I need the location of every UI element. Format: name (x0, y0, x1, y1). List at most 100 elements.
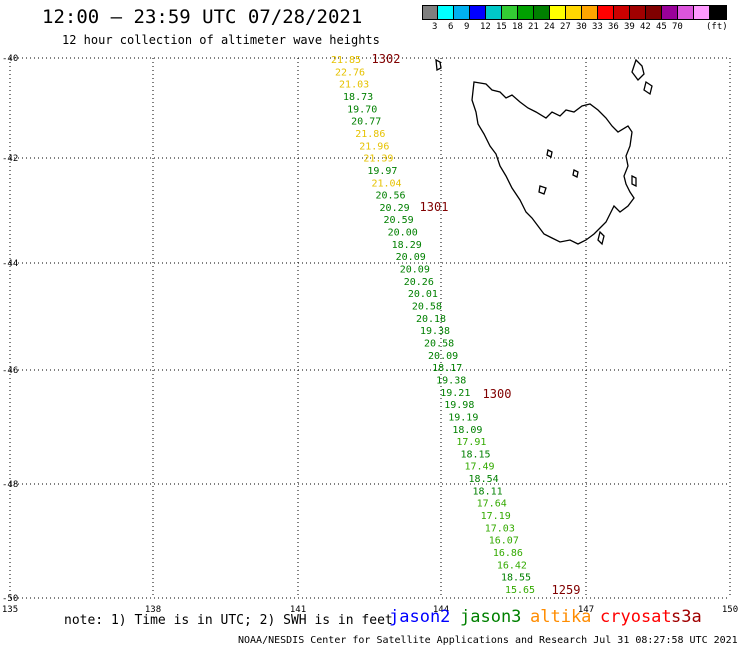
scale-swatch (454, 6, 470, 20)
satellite-jason3: jason3 (460, 607, 522, 627)
swh-value: 20.58 (412, 302, 442, 313)
swh-value: 18.54 (469, 474, 499, 485)
footer-note: note: 1) Time is in UTC; 2) SWH is in fe… (64, 613, 393, 628)
swh-value: 18.17 (432, 363, 462, 374)
scale-label: 70 (672, 22, 683, 32)
swh-value: 18.11 (473, 486, 503, 497)
cape-barren-island (643, 80, 653, 96)
scale-swatch (422, 6, 438, 20)
swh-value: 17.49 (464, 462, 494, 473)
swh-value: 20.18 (416, 314, 446, 325)
scale-label: 6 (448, 22, 454, 32)
scale-swatch (710, 6, 726, 20)
pass-time-label: 1300 (483, 387, 512, 401)
swh-value: 17.64 (477, 499, 507, 510)
swh-value: 19.98 (444, 400, 474, 411)
lon-tick-label: 138 (145, 605, 161, 615)
scale-swatch (438, 6, 454, 20)
swh-value: 21.96 (359, 141, 389, 152)
swh-value: 21.86 (355, 129, 385, 140)
scale-swatch (550, 6, 566, 20)
scale-swatch (486, 6, 502, 20)
pass-time-label: 1302 (372, 52, 401, 66)
swh-value: 20.56 (375, 191, 405, 202)
swh-value: 16.42 (497, 560, 527, 571)
swh-value: 20.59 (384, 215, 414, 226)
swh-value: 22.76 (335, 67, 365, 78)
swh-value: 18.55 (501, 573, 531, 584)
swh-value: 20.09 (428, 351, 458, 362)
king-island (435, 58, 442, 72)
scale-swatch (534, 6, 550, 20)
color-scale (422, 6, 726, 20)
satellite-cryosat: cryosat (600, 607, 672, 627)
lon-tick-label: 141 (290, 605, 306, 615)
swh-value: 18.73 (343, 92, 373, 103)
scale-swatch (646, 6, 662, 20)
lake-2 (538, 185, 547, 195)
swh-value: 19.97 (367, 166, 397, 177)
scale-swatch (614, 6, 630, 20)
lat-tick-label: -50 (2, 594, 18, 604)
tasmania-outline (471, 81, 635, 245)
scale-swatch (566, 6, 582, 20)
bruny-island (597, 230, 605, 246)
lon-tick-label: 135 (2, 605, 18, 615)
maria-island (631, 174, 637, 188)
scale-label: 18 (512, 22, 523, 32)
swh-value: 16.07 (489, 536, 519, 547)
scale-label: 33 (592, 22, 603, 32)
swh-value: 20.00 (388, 228, 418, 239)
scale-swatch (630, 6, 646, 20)
swh-value: 16.86 (493, 548, 523, 559)
lat-tick-label: -46 (2, 366, 18, 376)
swh-value: 15.65 (505, 585, 535, 596)
scale-label: 39 (624, 22, 635, 32)
swh-value: 20.09 (400, 265, 430, 276)
scale-label: 3 (432, 22, 438, 32)
scale-label: 9 (464, 22, 470, 32)
map-subtitle: 12 hour collection of altimeter wave hei… (62, 33, 380, 47)
scale-swatch (662, 6, 678, 20)
swh-value: 19.38 (436, 376, 466, 387)
pass-time-label: 1259 (552, 583, 581, 597)
swh-value: 19.19 (448, 412, 478, 423)
satellite-s3a: s3a (671, 607, 702, 627)
lon-tick-label: 150 (722, 605, 738, 615)
lon-tick-label: 144 (433, 605, 449, 615)
lake-3 (572, 169, 579, 178)
swh-value: 20.77 (351, 117, 381, 128)
lat-lon-grid: 135 138 141 144 147 150 -40 -42 -44 -46 -48 -50 (2, 54, 738, 615)
scale-swatch (502, 6, 518, 20)
swh-value: 19.21 (440, 388, 470, 399)
swh-value: 18.09 (452, 425, 482, 436)
satellite-altika: altika (530, 607, 592, 627)
lat-tick-label: -40 (2, 54, 18, 64)
scale-label: 12 (480, 22, 491, 32)
credit-line: NOAA/NESDIS Center for Satellite Applica… (238, 635, 738, 646)
scale-unit: (ft) (706, 22, 728, 32)
satellite-jason2: jason2 (389, 607, 451, 627)
tasmania-coastline (435, 58, 653, 246)
swh-value: 18.15 (460, 449, 490, 460)
swh-value: 21.04 (371, 178, 401, 189)
scale-label: 42 (640, 22, 651, 32)
swh-value: 20.09 (396, 252, 426, 263)
swh-value: 17.91 (456, 437, 486, 448)
scale-swatch (582, 6, 598, 20)
swh-value: 21.85 (331, 55, 361, 66)
swh-value: 17.19 (481, 511, 511, 522)
swh-value: 17.03 (485, 523, 515, 534)
flinders-island (631, 58, 645, 81)
swh-value: 20.29 (380, 203, 410, 214)
scale-swatch (598, 6, 614, 20)
swh-value: 20.58 (424, 339, 454, 350)
scale-swatch (678, 6, 694, 20)
scale-label: 24 (544, 22, 555, 32)
pass-time-labels: 1302 1301 1300 1259 (372, 52, 581, 597)
swh-value: 21.03 (339, 80, 369, 91)
lat-tick-label: -42 (2, 154, 18, 164)
lat-tick-label: -48 (2, 480, 18, 490)
lat-tick-label: -44 (2, 259, 18, 269)
scale-label: 15 (496, 22, 507, 32)
